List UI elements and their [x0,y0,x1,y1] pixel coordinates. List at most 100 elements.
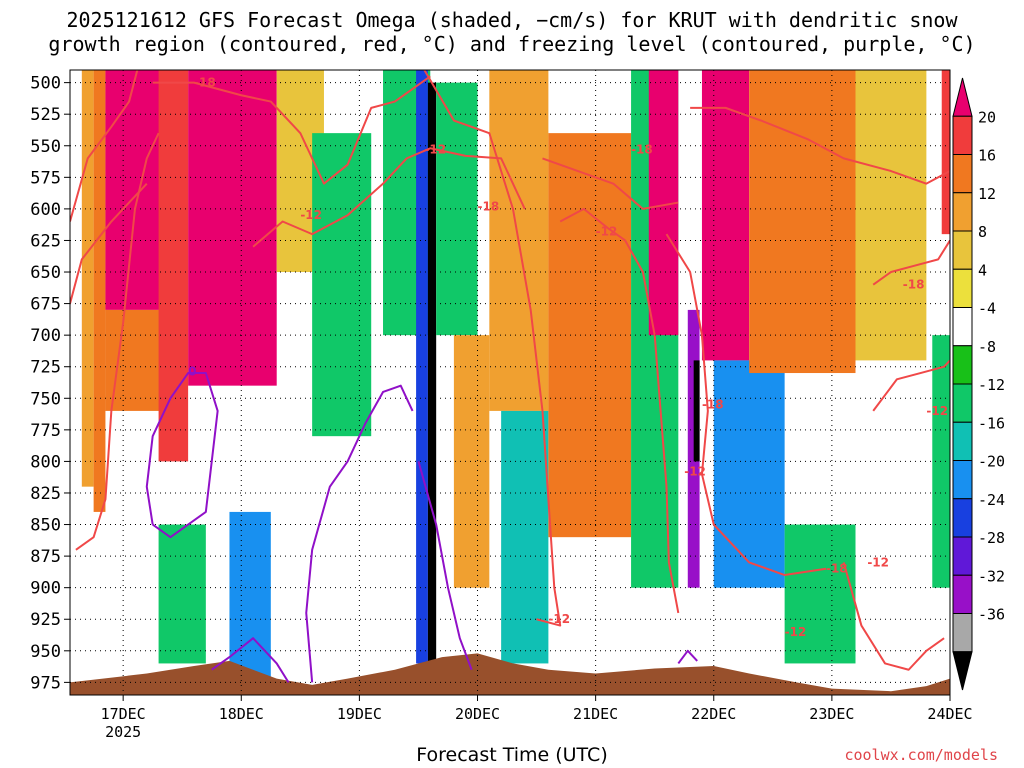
omega-cell [453,335,490,588]
colorbar-band [952,115,973,155]
colorbar-band [952,154,973,194]
colorbar-label: -20 [978,453,1005,471]
y-tick-label: 725 [30,358,61,378]
snow-growth-contour-label: -12 [684,465,706,479]
omega-shading [81,70,950,683]
snow-growth-contour-label: -18 [702,398,724,412]
terrain-polygon [70,653,950,695]
snow-growth-contour [152,75,431,185]
y-tick-label: 800 [30,452,61,472]
y-tick-label: 825 [30,484,61,504]
colorbar-band [952,574,973,614]
x-tick-label: 18DEC [219,705,264,723]
terrain-fill [70,653,950,695]
x-tick-label: 17DEC [101,705,146,723]
y-tick-label: 750 [30,389,61,409]
y-tick-label: 775 [30,421,61,441]
omega-cell [312,133,372,437]
colorbar-band [952,460,973,500]
omega-cell [941,70,950,235]
colorbar-label: 4 [978,261,987,279]
colorbar-band [952,498,973,538]
snow-growth-contour [252,147,526,248]
snow-growth-contour-label: -18 [826,562,848,576]
snow-growth-contour [70,70,139,222]
omega-cell [81,70,94,487]
snow-growth-contour [665,233,827,577]
colorbar-cap-bottom [952,651,973,691]
snow-growth-contour [872,239,950,286]
y-tick-label: 925 [30,610,61,630]
colorbar-label: -8 [978,338,996,356]
y-tick-label: 850 [30,516,61,536]
y-axis: 500 525 550 575 600 625 650 675 700 725 750 775 800 8… [30,74,70,693]
y-tick-label: 900 [30,579,61,599]
omega-cell [855,70,927,361]
y-tick-label: 600 [30,200,61,220]
x-tick-label: 19DEC [337,705,382,723]
x-tick-label: 20DEC [455,705,500,723]
omega-cell [105,70,165,310]
colorbar-label: -4 [978,300,996,318]
y-tick-label: 975 [30,673,61,693]
omega-cell [188,70,277,386]
omega-cell [701,70,750,361]
colorbar-band [952,192,973,232]
colorbar-label: -36 [978,606,1005,624]
snow-growth-contour [75,132,160,551]
x-tick-label: 23DEC [809,705,854,723]
omega-cell [93,70,106,512]
omega-cell [932,335,950,588]
freezing-level-contour-label: 0 [188,365,196,379]
y-tick-label: 875 [30,547,61,567]
y-tick-label: 675 [30,295,61,315]
x-tick-label: 22DEC [691,705,736,723]
colorbar-band [952,230,973,270]
omega-cell [229,511,271,683]
snow-growth-contour [872,359,950,412]
y-tick-label: 950 [30,642,61,662]
freezing-level-contour [677,649,698,665]
x-tick-label: 24DEC [927,705,972,723]
omega-cell [784,524,856,664]
colorbar-band [952,536,973,576]
y-tick-label: 550 [30,137,61,157]
colorbar-cap-top [952,77,973,117]
snow-growth-contour-label: -12 [785,625,807,639]
colorbar-band [952,268,973,308]
contour-layer: -18 -12 -12 -18 -12 -18 -12 -18 -12 -18 -12 -12 -18 -… [70,70,950,683]
snow-growth-contour [842,562,945,671]
snow-growth-contour-label: -18 [903,278,925,292]
credit-text: coolwx.com/models [844,746,998,764]
snow-growth-contour [542,157,679,210]
colorbar-label: -28 [978,529,1005,547]
snow-growth-contour-label: -18 [194,76,216,90]
snow-growth-contour [690,106,950,185]
snow-growth-contour-label: -12 [548,612,570,626]
colorbar-band [952,613,973,653]
snow-growth-contour-label: -12 [300,208,322,222]
colorbar-label: 12 [978,185,996,203]
omega-cell [749,70,856,374]
chart-title-line-2: growth region (contoured, red, °C) and f… [48,32,976,56]
x-axis-label: Forecast Time (UTC) [416,744,608,766]
y-tick-label: 625 [30,231,61,251]
colorbar-band [952,421,973,461]
colorbar-band [952,345,973,385]
y-tick-label: 650 [30,263,61,283]
colorbar-label: -24 [978,491,1005,509]
freezing-level-contour [145,372,219,539]
y-tick-label: 575 [30,168,61,188]
colorbar-label: 16 [978,147,996,165]
omega-cell [105,309,165,411]
snow-growth-contour-label: -12 [424,143,446,157]
colorbar: 20 16 12 8 4 -4 -8 -12 -16 -20 -24 -28 -32 -36 [952,77,1005,691]
y-tick-label: 500 [30,74,61,94]
x-tick-label: 21DEC [573,705,618,723]
omega-cell [427,82,437,664]
omega-cell [158,524,206,664]
freezing-level-contour [305,384,414,683]
snow-growth-contour-label: -18 [631,143,653,157]
snow-growth-contour-label: -12 [596,225,618,239]
